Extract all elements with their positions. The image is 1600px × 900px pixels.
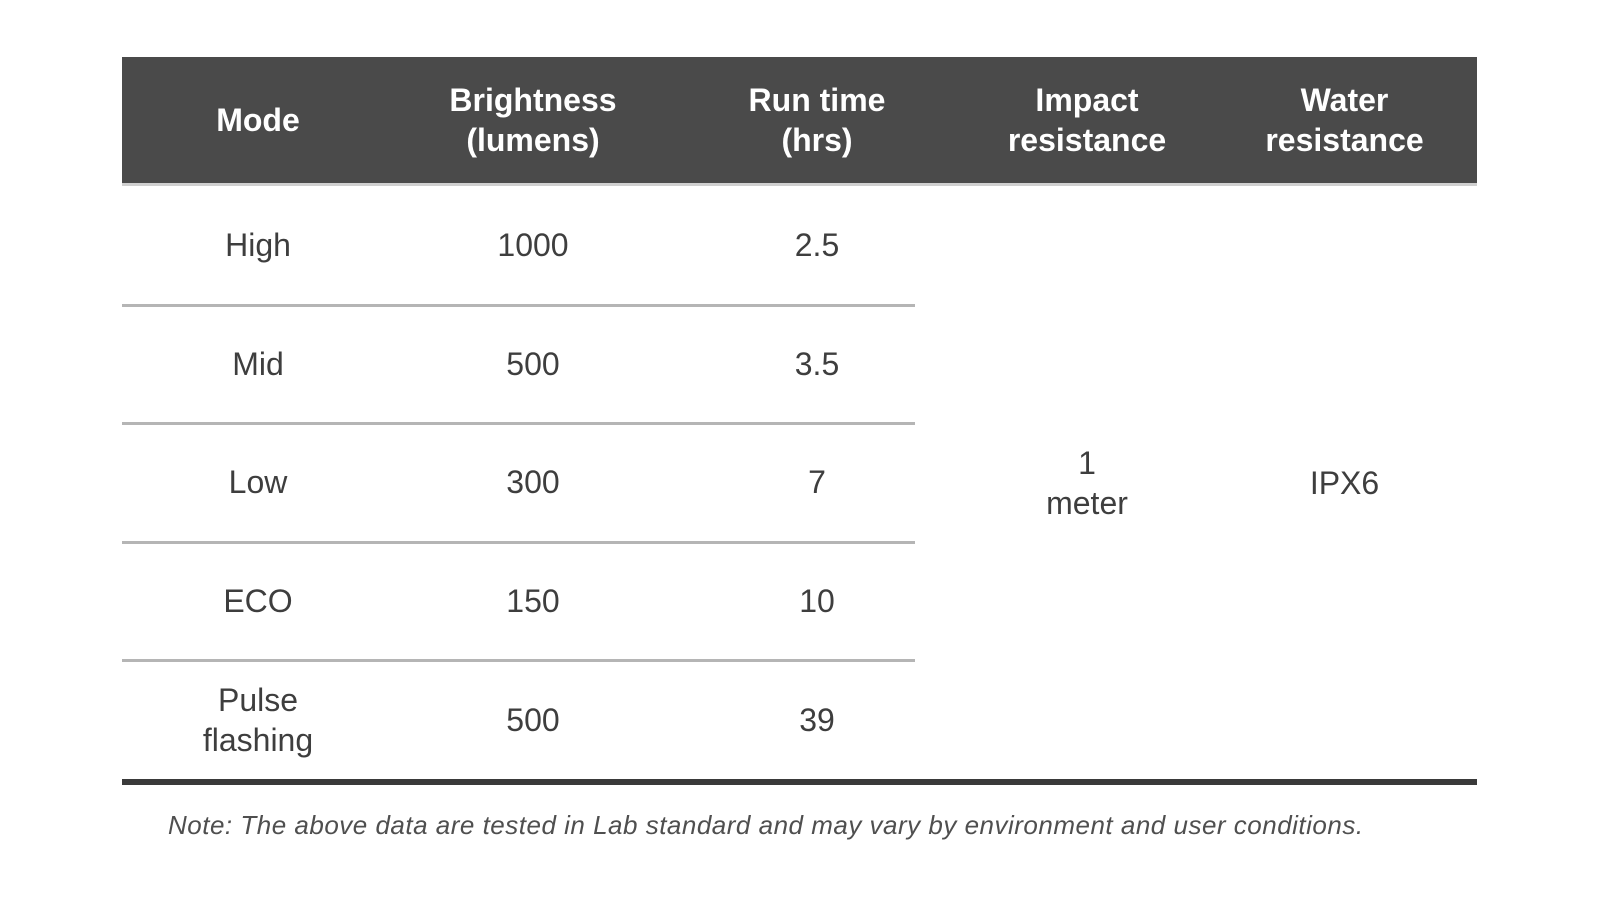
spec-table: Mode Brightness (lumens) Run time (hrs) … — [122, 57, 1477, 785]
column-header-mode: Mode — [216, 102, 300, 138]
column-header-run-time: Run time (hrs) — [748, 82, 886, 158]
table-row-mid: Mid 500 3.5 — [122, 305, 1477, 426]
cell-run-time: 3.5 — [794, 345, 840, 382]
cell-brightness: 300 — [506, 464, 560, 501]
column-header-water-resistance: Water resistance — [1265, 82, 1424, 158]
impact-resistance-value: 1 meter — [1046, 444, 1128, 521]
row-divider — [122, 540, 915, 544]
cell-run-time: 7 — [808, 464, 826, 501]
table-body: High 1000 2.5 Mid 500 3.5 Low 300 7 ECO … — [122, 186, 1477, 785]
cell-run-time: 2.5 — [794, 227, 840, 264]
cell-mode: Mid — [232, 345, 284, 382]
cell-brightness: 150 — [506, 583, 560, 620]
table-row-high: High 1000 2.5 — [122, 186, 1477, 307]
water-resistance-value: IPX6 — [1309, 464, 1380, 501]
table-row-eco: ECO 150 10 — [122, 542, 1477, 663]
column-header-impact-resistance: Impact resistance — [1007, 82, 1167, 158]
cell-mode: High — [225, 227, 291, 264]
column-header-brightness: Brightness (lumens) — [449, 82, 617, 158]
cell-brightness: 1000 — [497, 227, 569, 264]
cell-run-time: 10 — [799, 583, 835, 620]
cell-mode: Low — [228, 464, 288, 501]
row-divider — [122, 659, 915, 663]
row-divider — [122, 303, 915, 307]
cell-run-time: 39 — [799, 701, 835, 738]
cell-brightness: 500 — [506, 345, 560, 382]
table-row-low: Low 300 7 — [122, 423, 1477, 544]
table-row-pulse-flashing: Pulse flashing 500 39 — [122, 660, 1477, 779]
table-header: Mode Brightness (lumens) Run time (hrs) … — [122, 57, 1477, 186]
row-divider — [122, 422, 915, 426]
cell-mode: ECO — [223, 583, 293, 620]
cell-brightness: 500 — [506, 701, 560, 738]
cell-mode: Pulse flashing — [202, 681, 314, 758]
note-text: Note: The above data are tested in Lab s… — [168, 810, 1364, 840]
